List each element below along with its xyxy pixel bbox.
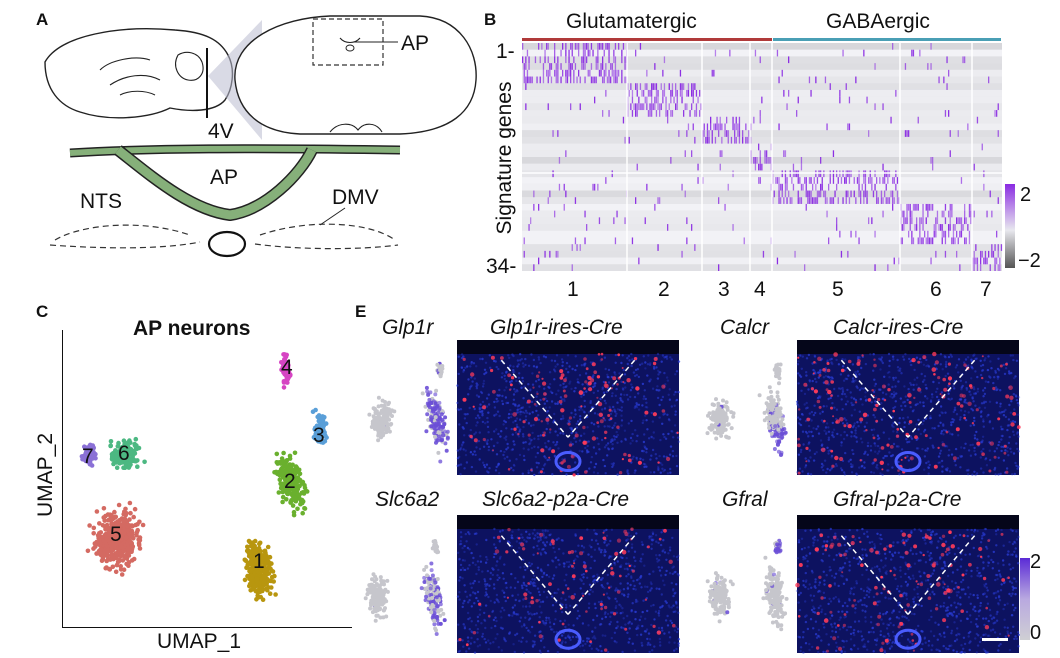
feature-colorbar bbox=[1020, 558, 1030, 640]
heatmap-colorbar-max: 2 bbox=[1020, 184, 1032, 206]
umap-axis-y bbox=[62, 330, 63, 628]
heatmap-colorbar-min: −2 bbox=[1018, 250, 1041, 272]
line-label-slc6a2: Slc6a2-p2a-Cre bbox=[482, 488, 630, 511]
line-label-glp1r: Glp1r-ires-Cre bbox=[490, 316, 623, 339]
panel-a-label: A bbox=[36, 10, 49, 29]
umap-cluster-label-3: 3 bbox=[313, 424, 325, 447]
fluorescence-image-glp1r bbox=[456, 340, 681, 477]
umap-ylabel: UMAP_2 bbox=[34, 432, 57, 518]
umap-cluster-2 bbox=[272, 450, 310, 518]
umap-cluster-label-1: 1 bbox=[253, 550, 265, 573]
ventricle-label: 4V bbox=[208, 120, 234, 143]
group-label-gabaergic: GABAergic bbox=[826, 10, 930, 33]
feature-colorbar-min: 0 bbox=[1030, 622, 1042, 644]
umap-cluster-label-7: 7 bbox=[82, 445, 94, 468]
umap-cluster-7 bbox=[79, 442, 98, 468]
gene-label-gfral: Gfral bbox=[722, 488, 768, 511]
group-label-glutamatergic: Glutamatergic bbox=[566, 10, 697, 33]
ap-inset-label: AP bbox=[401, 32, 430, 55]
gene-label-calcr: Calcr bbox=[720, 316, 770, 339]
cluster-label-1: 1 bbox=[567, 278, 579, 301]
ap-region-label: AP bbox=[210, 166, 239, 189]
gene-label-glp1r: Glp1r bbox=[382, 316, 434, 339]
feature-umap-slc6a2 bbox=[363, 539, 447, 636]
umap-xlabel: UMAP_1 bbox=[157, 630, 242, 653]
cluster-label-2: 2 bbox=[658, 278, 670, 301]
heatmap-colorbar bbox=[1005, 184, 1015, 268]
cluster-label-6: 6 bbox=[930, 278, 942, 301]
panel-b-label: B bbox=[484, 10, 497, 29]
feature-umap-calcr bbox=[705, 362, 788, 457]
cluster-label-5: 5 bbox=[832, 278, 844, 301]
umap-cluster-4 bbox=[279, 352, 293, 390]
umap-cluster-label-6: 6 bbox=[118, 442, 130, 465]
heatmap bbox=[522, 43, 1003, 271]
scale-bar bbox=[982, 638, 1008, 641]
group-bar-gabaergic bbox=[773, 38, 1001, 41]
panel-e-label: E bbox=[355, 302, 367, 321]
umap-cluster-label-4: 4 bbox=[281, 356, 293, 379]
cluster-label-3: 3 bbox=[718, 278, 730, 301]
panel-c-label: C bbox=[36, 302, 49, 321]
dmv-label: DMV bbox=[332, 186, 379, 209]
umap-axis-x bbox=[62, 627, 352, 628]
heatmap-row-bottom: 34- bbox=[486, 255, 517, 278]
fluorescence-image-slc6a2 bbox=[456, 515, 681, 654]
cluster-label-7: 7 bbox=[980, 278, 992, 301]
feature-umap-gfral bbox=[705, 538, 789, 632]
heatmap-ylabel: Signature genes bbox=[493, 81, 516, 235]
fluorescence-image-gfral bbox=[795, 515, 1021, 655]
umap-cluster-3 bbox=[310, 407, 329, 445]
umap-cluster-label-5: 5 bbox=[110, 523, 122, 546]
fluorescence-image-calcr bbox=[795, 340, 1021, 477]
umap-scatter bbox=[79, 352, 329, 602]
umap-title: AP neurons bbox=[133, 317, 251, 340]
nts-label: NTS bbox=[80, 190, 122, 213]
umap-cluster-1 bbox=[242, 538, 278, 602]
gene-label-slc6a2: Slc6a2 bbox=[375, 488, 440, 511]
cluster-label-4: 4 bbox=[754, 278, 766, 301]
line-label-gfral: Gfral-p2a-Cre bbox=[833, 488, 962, 511]
feature-colorbar-max: 2 bbox=[1030, 551, 1042, 573]
umap-cluster-6 bbox=[108, 436, 147, 470]
group-bar-glutamatergic bbox=[522, 38, 772, 41]
line-label-calcr: Calcr-ires-Cre bbox=[833, 316, 964, 339]
umap-cluster-label-2: 2 bbox=[284, 470, 296, 493]
heatmap-row-top: 1- bbox=[496, 40, 515, 63]
feature-umap-glp1r bbox=[367, 361, 450, 464]
umap-cluster-5 bbox=[85, 500, 146, 577]
